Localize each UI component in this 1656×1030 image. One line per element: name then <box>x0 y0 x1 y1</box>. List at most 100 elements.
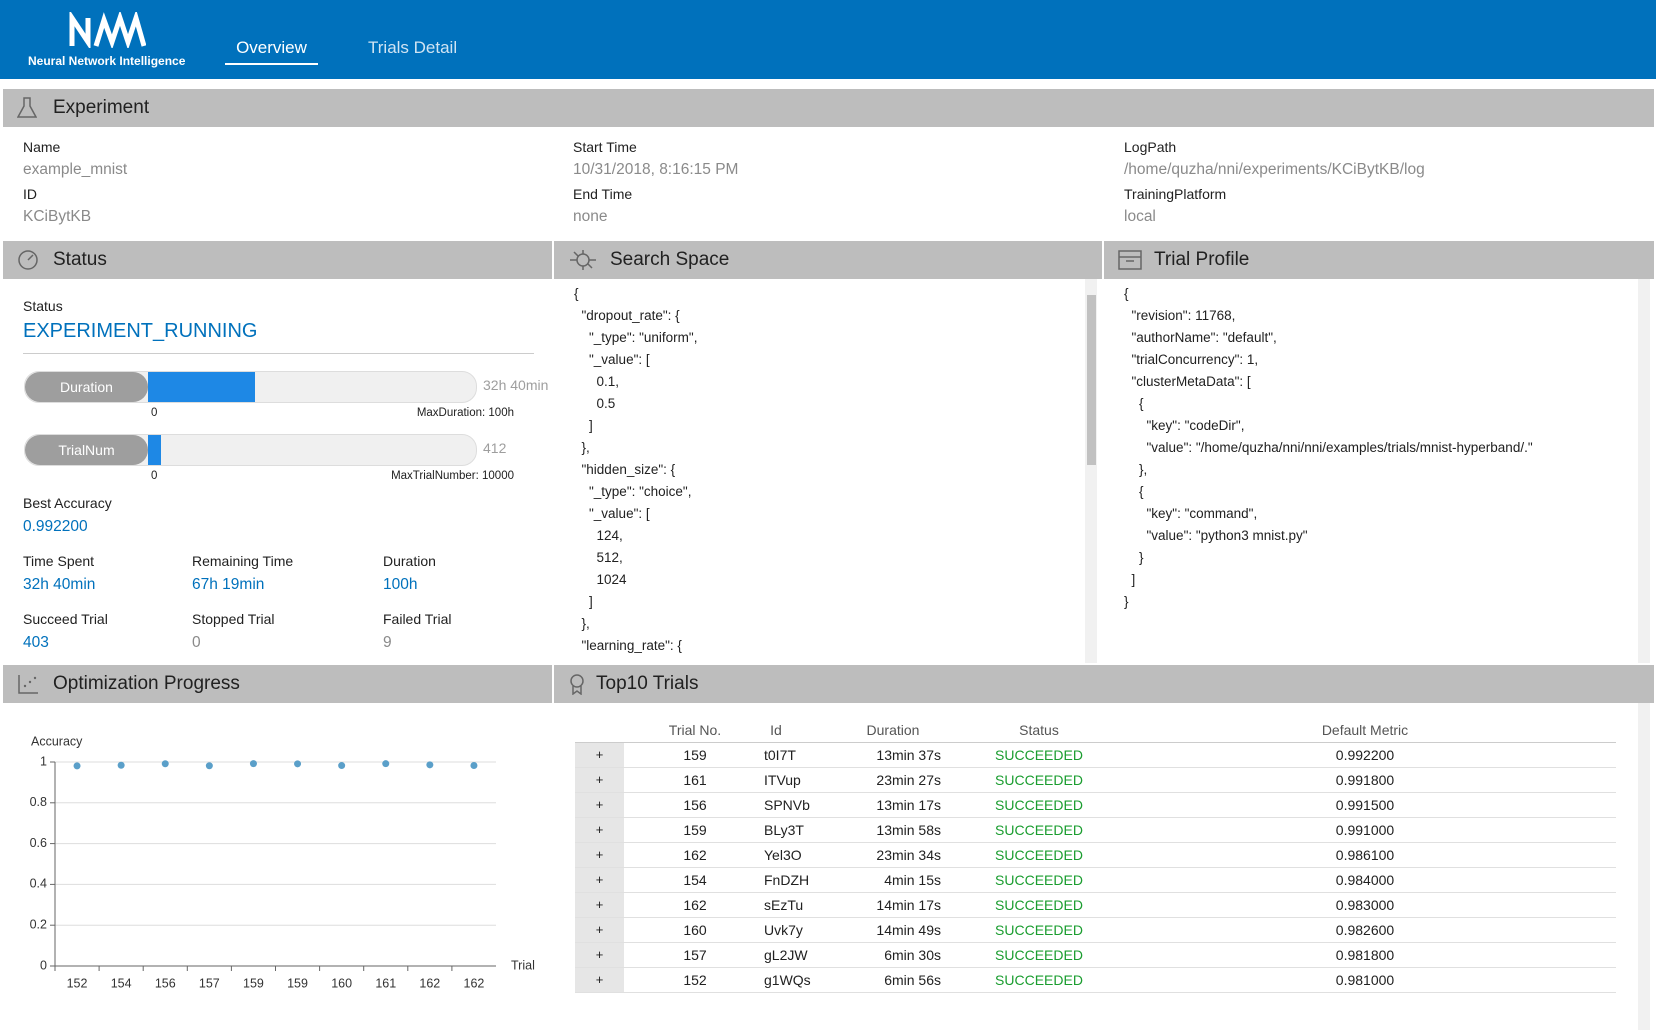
progress-max: MaxDuration: 100h <box>416 407 514 419</box>
point <box>470 761 478 769</box>
stat-value: 9 <box>383 634 392 651</box>
field-value: KCiBytKB <box>23 208 92 225</box>
divider <box>23 353 534 354</box>
point <box>338 762 346 770</box>
code-line: 1024 <box>574 572 627 587</box>
y-tick-label: 1 <box>40 754 47 768</box>
x-tick-label: 154 <box>111 976 132 990</box>
x-tick-label: 162 <box>464 976 485 990</box>
expand-button[interactable]: + <box>575 743 624 767</box>
panel-title: Search Space <box>610 249 730 270</box>
best-label: Best Accuracy <box>23 495 112 511</box>
trial-no: 162 <box>683 847 707 863</box>
status: SUCCEEDED <box>995 897 1083 913</box>
trial-no: 156 <box>683 797 707 813</box>
column-header: Id <box>770 722 782 738</box>
table-row <box>575 968 1616 993</box>
expand-button[interactable]: + <box>575 968 624 992</box>
expand-button[interactable]: + <box>575 768 624 792</box>
progress-min: 0 <box>151 470 158 482</box>
expand-button[interactable]: + <box>575 793 624 817</box>
best-value: 0.992200 <box>23 518 88 535</box>
trial-id: FnDZH <box>764 872 810 888</box>
expand-button[interactable]: + <box>575 918 624 942</box>
code-line: "dropout_rate": { <box>574 308 680 323</box>
code-line: ] <box>574 594 593 609</box>
expand-button[interactable]: + <box>575 893 624 917</box>
code-line: ] <box>1124 572 1136 587</box>
code-line: 0.1, <box>574 374 620 389</box>
top-bar: Neural Network Intelligence Overview Tri… <box>0 0 1656 79</box>
trial-id: Uvk7y <box>764 922 803 938</box>
trial-id: ITVup <box>764 772 801 788</box>
x-tick-label: 156 <box>155 976 176 990</box>
code-line: }, <box>574 616 590 631</box>
field-label: ID <box>23 186 37 202</box>
expand-button[interactable]: + <box>575 818 624 842</box>
duration: 14min 17s <box>876 897 941 913</box>
expand-button[interactable]: + <box>575 868 624 892</box>
point <box>426 761 434 769</box>
stat-label: Remaining Time <box>192 553 294 569</box>
icon <box>570 250 596 270</box>
code-line: 512, <box>574 550 623 565</box>
metric: 0.984000 <box>1335 872 1395 888</box>
logo-mark <box>69 12 146 48</box>
table-row <box>575 893 1616 918</box>
icon <box>18 250 38 270</box>
code-line: "_value": [ <box>574 352 650 367</box>
code-line: "_value": [ <box>574 506 650 521</box>
trial-id: BLy3T <box>764 822 804 838</box>
experiment-header: Experiment <box>3 89 1654 127</box>
top10-table: Trial No. Id Duration Status Default Metric +… <box>554 703 1654 1030</box>
point <box>205 762 213 770</box>
trial-id: sEzTu <box>764 897 804 913</box>
panel-title: Trial Profile <box>1154 249 1250 270</box>
metric: 0.981800 <box>1335 947 1395 963</box>
point <box>117 761 125 769</box>
nav-overview[interactable]: Overview <box>225 38 318 65</box>
scrollbar <box>1638 703 1650 1030</box>
trial-no: 159 <box>683 747 707 763</box>
search-space-body: { "dropout_rate": { "_type": "uniform", … <box>554 279 1102 663</box>
status: SUCCEEDED <box>995 747 1083 763</box>
logo-text: Neural Network Intelligence <box>28 54 186 68</box>
point <box>249 760 257 768</box>
code-line: "value": "python3 mnist.py" <box>1124 528 1308 543</box>
metric: 0.991800 <box>1335 772 1395 788</box>
nav-trials-detail[interactable]: Trials Detail <box>368 38 458 57</box>
x-tick-label: 157 <box>199 976 220 990</box>
x-axis-label: Trial <box>511 958 535 972</box>
x-tick-label: 152 <box>67 976 88 990</box>
progress-pill: Duration <box>25 372 148 402</box>
point <box>161 760 169 768</box>
metric: 0.983000 <box>1335 897 1395 913</box>
code-line: "revision": 11768, <box>1124 308 1236 323</box>
stat-value: 0 <box>192 634 201 651</box>
code-line: { <box>1124 484 1144 499</box>
x-tick-label: 162 <box>419 976 440 990</box>
x-tick-label: 159 <box>243 976 264 990</box>
panel-title: Top10 Trials <box>596 673 699 694</box>
y-tick-label: 0.8 <box>30 795 47 809</box>
column-header: Default Metric <box>1321 722 1409 738</box>
table-row <box>575 818 1616 843</box>
status-body: Status EXPERIMENT_RUNNING Duration 32h 40mi… <box>3 279 552 663</box>
expand-button[interactable]: + <box>575 843 624 867</box>
column-header: Status <box>1019 722 1059 738</box>
x-tick-label: 159 <box>287 976 308 990</box>
point <box>73 762 81 770</box>
metric: 0.981000 <box>1335 972 1395 988</box>
status-value: EXPERIMENT_RUNNING <box>23 320 258 342</box>
duration: 13min 17s <box>876 797 941 813</box>
stat-label: Succeed Trial <box>23 611 108 627</box>
stat-value: 403 <box>23 634 49 651</box>
code-line: "clusterMetaData": [ <box>1124 374 1251 389</box>
point <box>382 760 390 768</box>
field-value: none <box>573 208 608 225</box>
icon <box>17 97 37 118</box>
field-label: Start Time <box>573 139 637 155</box>
expand-button[interactable]: + <box>575 943 624 967</box>
status: SUCCEEDED <box>995 947 1083 963</box>
field-value: 10/31/2018, 8:16:15 PM <box>573 161 739 178</box>
